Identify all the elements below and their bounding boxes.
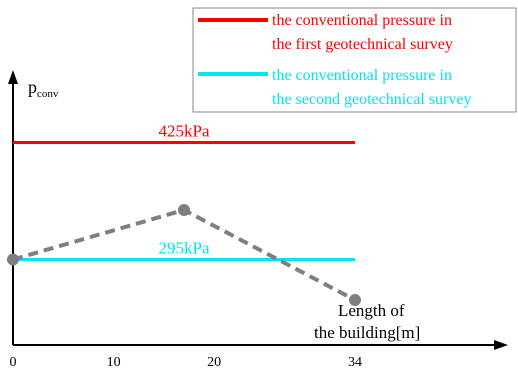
legend-label-first-line1: the conventional pressure in	[272, 12, 452, 29]
axes	[8, 70, 508, 350]
legend-label-first-line2: the first geotechnical survey	[272, 36, 453, 53]
x-tick-label-0: 0	[10, 355, 17, 370]
series-0-value-label: 425kPa	[159, 122, 210, 141]
x-axis-label-line2: the building[m]	[314, 323, 420, 342]
x-ticks: 0 10 20 34	[10, 355, 363, 370]
legend-label-second-line2: the second geotechnical survey	[272, 91, 471, 108]
x-tick-label-34: 34	[348, 355, 362, 370]
y-axis-arrow	[8, 70, 18, 84]
series-1-value-label: 295kPa	[159, 239, 210, 258]
y-axis-label-main: p	[28, 77, 37, 97]
x-tick-label-10: 10	[107, 355, 121, 370]
series-2-point-0	[7, 253, 19, 266]
legend-box	[192, 7, 517, 113]
y-axis-label: pconv	[28, 77, 59, 100]
x-axis-label-line1: Length of	[338, 301, 405, 320]
series-2-point-1	[178, 204, 190, 216]
legend-label-second-line1: the conventional pressure in	[272, 67, 452, 84]
legend: the conventional pressure in the first g…	[192, 7, 517, 113]
x-axis-arrow	[494, 340, 508, 350]
x-tick-label-20: 20	[207, 355, 221, 370]
series-2-point-2	[349, 294, 361, 306]
y-axis-label-sub: conv	[37, 88, 59, 100]
series-layer: 425kPa 295kPa	[7, 122, 361, 306]
